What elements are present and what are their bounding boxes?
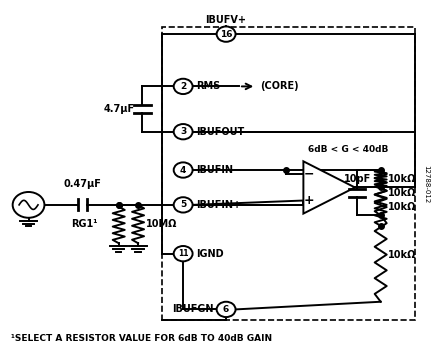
Circle shape [216,302,235,317]
Text: (CORE): (CORE) [260,81,299,91]
Circle shape [173,124,192,139]
Text: RG1¹: RG1¹ [71,219,97,229]
Text: 6: 6 [223,305,229,314]
Text: IGND: IGND [196,249,223,259]
Text: 10kΩ: 10kΩ [388,188,416,198]
Circle shape [173,79,192,94]
Text: 11: 11 [178,249,188,258]
Text: 10MΩ: 10MΩ [145,219,177,229]
Text: 10kΩ: 10kΩ [388,174,416,184]
Text: RMS: RMS [196,81,220,91]
Text: 4: 4 [180,166,186,175]
Text: IBUFIN−: IBUFIN− [196,165,240,175]
Circle shape [173,197,192,212]
Circle shape [216,27,235,42]
Text: IBUFV+: IBUFV+ [205,15,246,25]
Text: 10kΩ: 10kΩ [388,202,416,212]
Circle shape [173,246,192,261]
Text: 4.7μF: 4.7μF [103,104,134,114]
Text: 5: 5 [180,200,186,209]
Circle shape [173,162,192,178]
Text: 6dB < G < 40dB: 6dB < G < 40dB [307,145,387,154]
Text: −: − [302,168,313,181]
Text: IBUFIN+: IBUFIN+ [196,200,240,210]
Text: IBUFOUT: IBUFOUT [196,127,244,137]
Text: 3: 3 [180,127,186,136]
Polygon shape [302,161,354,213]
Text: +: + [302,194,313,207]
Text: 0.47μF: 0.47μF [63,179,101,189]
Circle shape [13,192,44,218]
Text: ¹SELECT A RESISTOR VALUE FOR 6dB TO 40dB GAIN: ¹SELECT A RESISTOR VALUE FOR 6dB TO 40dB… [11,333,272,343]
Text: IBUFGN: IBUFGN [171,304,213,314]
Text: 12788-012: 12788-012 [422,165,428,203]
Text: 10pF: 10pF [343,174,370,184]
Text: 2: 2 [180,82,186,91]
Text: 16: 16 [219,30,232,39]
Text: 10kΩ: 10kΩ [388,250,416,260]
